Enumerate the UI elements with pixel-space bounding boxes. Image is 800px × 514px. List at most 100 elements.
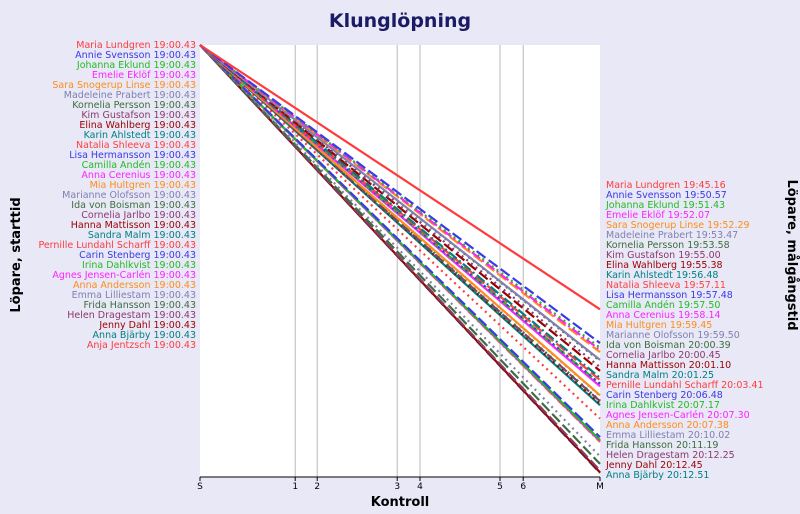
start-label: Pernille Lundahl Scharff 19:00.43 — [38, 240, 196, 251]
start-time: 19:00.43 — [154, 110, 197, 121]
runner-name: Madeleine Prabert — [606, 230, 693, 241]
finish-time: 19:50.57 — [684, 190, 727, 201]
runner-name: Hanna Mattisson — [606, 360, 686, 371]
start-time: 19:00.43 — [154, 40, 197, 51]
series-line — [199, 44, 601, 420]
series-line — [199, 44, 601, 311]
runner-name: Carin Stenberg — [606, 390, 677, 401]
runner-name: Emma Lilliestam — [72, 290, 151, 301]
start-label: Anna Cerenius 19:00.43 — [81, 170, 196, 181]
runner-name: Irina Dahlkvist — [82, 260, 151, 271]
start-time: 19:00.43 — [154, 320, 197, 331]
runner-name: Jenny Dahl — [98, 320, 150, 331]
finish-time: 20:06.48 — [680, 390, 723, 401]
runner-name: Sandra Malm — [606, 370, 669, 381]
finish-label: Irina Dahlkvist 20:07.17 — [606, 400, 720, 411]
runner-name: Emelie Eklöf — [92, 70, 151, 81]
start-time: 19:00.43 — [154, 340, 197, 351]
start-label: Anna Bjärby 19:00.43 — [93, 330, 196, 341]
finish-label: Mia Hultgren 19:59.45 — [606, 320, 712, 331]
start-time: 19:00.43 — [154, 160, 197, 171]
finish-label: Sara Snogerup Linse 19:52.29 — [606, 220, 750, 231]
runner-name: Camilla Andén — [82, 160, 151, 171]
finish-time: 19:59.45 — [670, 320, 713, 331]
finish-time: 20:07.38 — [686, 420, 729, 431]
start-label: Camilla Andén 19:00.43 — [82, 160, 196, 171]
start-time: 19:00.43 — [154, 220, 197, 231]
finish-time: 19:45.16 — [683, 180, 726, 191]
runner-name: Mia Hultgren — [90, 180, 151, 191]
runner-name: Pernille Lundahl Scharff — [606, 380, 718, 391]
finish-label: Lisa Hermansson 19:57.48 — [606, 290, 733, 301]
finish-label: Anna Andersson 20:07.38 — [606, 420, 729, 431]
finish-time: 19:55.38 — [680, 260, 723, 271]
start-label: Maria Lundgren 19:00.43 — [76, 40, 196, 51]
runner-name: Frida Hansson — [84, 300, 151, 311]
start-label: Anna Andersson 19:00.43 — [73, 280, 196, 291]
finish-label: Sandra Malm 20:01.25 — [606, 370, 714, 381]
finish-label: Helen Dragestam 20:12.25 — [606, 450, 735, 461]
finish-label: Maria Lundgren 19:45.16 — [606, 180, 726, 191]
finish-label: Jenny Dahl 20:12.45 — [605, 460, 703, 471]
runner-name: Marianne Olofsson — [62, 190, 150, 201]
runner-name: Anna Cerenius — [81, 170, 150, 181]
finish-time: 20:00.39 — [688, 340, 731, 351]
runner-name: Anna Andersson — [606, 420, 683, 431]
x-tick-label: 2 — [314, 482, 320, 492]
finish-label: Marianne Olofsson 19:59.50 — [606, 330, 740, 341]
start-time: 19:00.43 — [154, 240, 197, 251]
series-lines — [199, 44, 601, 474]
finish-time: 19:52.07 — [668, 210, 711, 221]
runner-name: Agnes Jensen-Carlén — [606, 410, 704, 421]
finish-label: Emelie Eklöf 19:52.07 — [606, 210, 710, 221]
finish-label: Annie Svensson 19:50.57 — [606, 190, 727, 201]
runner-name: Hanna Mattisson — [71, 220, 151, 231]
runner-name: Karin Ahlstedt — [84, 130, 151, 141]
start-time: 19:00.43 — [154, 180, 197, 191]
finish-label: Pernille Lundahl Scharff 20:03.41 — [606, 380, 764, 391]
start-time: 19:00.43 — [154, 280, 197, 291]
start-time: 19:00.43 — [154, 170, 197, 181]
finish-time: 20:01.25 — [672, 370, 715, 381]
finish-time: 20:07.30 — [707, 410, 750, 421]
x-tick-label: 3 — [394, 482, 400, 492]
start-time: 19:00.43 — [154, 130, 197, 141]
finish-time: 19:51.43 — [683, 200, 726, 211]
finish-time: 20:03.41 — [721, 380, 764, 391]
finish-time: 19:57.11 — [683, 280, 726, 291]
finish-time: 20:01.10 — [689, 360, 732, 371]
y-axis-label-right: Löpare, målgångstid — [784, 179, 799, 330]
start-label: Johanna Eklund 19:00.43 — [76, 60, 196, 71]
start-time: 19:00.43 — [154, 150, 197, 161]
start-time: 19:00.43 — [154, 230, 197, 241]
runner-name: Cornelia Jarlbo — [606, 350, 675, 361]
start-time: 19:00.43 — [154, 140, 197, 151]
runner-name: Natalia Shleeva — [606, 280, 680, 291]
runner-name: Elina Wahlberg — [606, 260, 677, 271]
finish-label: Emma Lilliestam 20:10.02 — [606, 430, 730, 441]
runner-name: Annie Svensson — [606, 190, 681, 201]
finish-time: 20:11.19 — [676, 440, 719, 451]
runner-name: Anna Bjärby — [93, 330, 151, 341]
start-time: 19:00.43 — [154, 200, 197, 211]
finish-label: Madeleine Prabert 19:53.47 — [606, 230, 738, 241]
runner-name: Lisa Hermansson — [606, 290, 687, 301]
runner-name: Cornelia Jarlbo — [81, 210, 150, 221]
start-label: Kornelia Persson 19:00.43 — [72, 100, 196, 111]
x-tick-label: 1 — [292, 482, 298, 492]
finish-time: 20:10.02 — [688, 430, 731, 441]
runner-name: Annie Svensson — [75, 50, 150, 61]
start-label: Agnes Jensen-Carlén 19:00.43 — [52, 270, 196, 281]
runner-name: Pernille Lundahl Scharff — [38, 240, 150, 251]
runner-name: Jenny Dahl — [605, 460, 657, 471]
finish-label: Elina Wahlberg 19:55.38 — [606, 260, 723, 271]
runner-name: Sara Snogerup Linse — [52, 80, 150, 91]
x-axis-label: Kontroll — [371, 495, 430, 510]
finish-time: 20:00.45 — [678, 350, 721, 361]
finish-label: Anna Cerenius 19:58.14 — [606, 310, 721, 321]
finish-label: Kornelia Persson 19:53.58 — [606, 240, 730, 251]
start-label: Ida von Boisman 19:00.43 — [71, 200, 196, 211]
runner-name: Emelie Eklöf — [606, 210, 665, 221]
finish-time: 19:59.50 — [697, 330, 740, 341]
